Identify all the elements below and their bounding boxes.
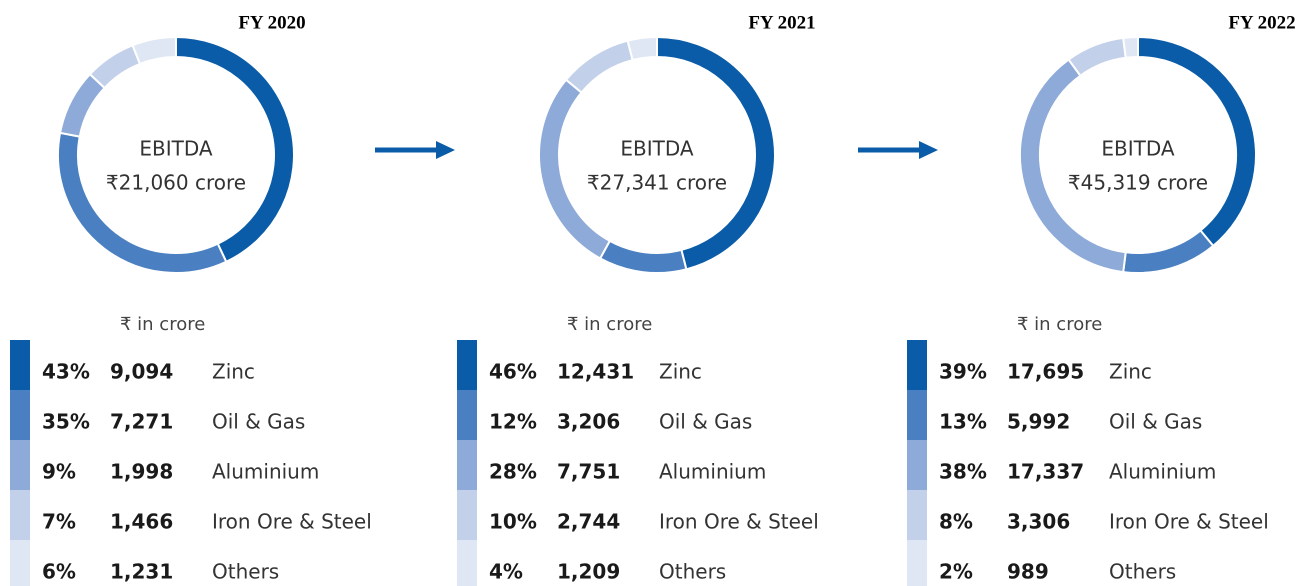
unit-label: ₹ in crore (1017, 314, 1102, 335)
value-label: 38% (939, 460, 987, 484)
legend-swatch (907, 440, 927, 490)
legend-swatch (457, 490, 477, 540)
amount: 7,271 (110, 410, 173, 434)
legend-label: Zinc (212, 360, 255, 384)
donut-segment (564, 39, 634, 94)
center-label: EBITDA (1101, 137, 1175, 161)
legend-swatch (457, 440, 477, 490)
amount: 3,206 (557, 410, 620, 434)
legend-swatch (457, 390, 477, 440)
legend-swatch (10, 540, 30, 586)
value-label: 9% (42, 460, 76, 484)
donut-segment (58, 72, 106, 138)
legend-swatch (907, 390, 927, 440)
value-label: 12% (489, 410, 537, 434)
legend-swatch (457, 340, 477, 390)
arrow (375, 141, 455, 159)
legend-swatch (10, 340, 30, 390)
value-label: 10% (489, 510, 537, 534)
legend-label: Aluminium (659, 460, 766, 484)
amount: 5,992 (1007, 410, 1070, 434)
donut-segment (88, 43, 142, 90)
value-label: 35% (42, 410, 90, 434)
amount: 1,231 (110, 560, 173, 584)
center-value: ₹21,060 crore (106, 171, 246, 195)
donut-segment (1019, 58, 1127, 274)
legend-label: Zinc (659, 360, 702, 384)
amount: 2,744 (557, 510, 620, 534)
legend-label: Others (1109, 560, 1176, 584)
legend-swatch (907, 540, 927, 586)
legend-label: Oil & Gas (659, 410, 752, 434)
legend-label: Iron Ore & Steel (659, 510, 819, 534)
amount: 989 (1007, 560, 1049, 584)
chart-title: FY 2022 (1228, 12, 1295, 33)
unit-label: ₹ in crore (120, 314, 205, 335)
donut-segment (1122, 35, 1139, 59)
amount: 12,431 (557, 360, 634, 384)
donut-segment (131, 35, 177, 66)
value-label: 46% (489, 360, 537, 384)
donut-segment (1067, 36, 1127, 78)
center-label: EBITDA (620, 137, 694, 161)
value-label: 2% (939, 560, 973, 584)
value-label: 13% (939, 410, 987, 434)
donut-segment (626, 35, 658, 62)
center-label: EBITDA (139, 137, 213, 161)
value-label: 6% (42, 560, 76, 584)
chart-title: FY 2021 (748, 12, 815, 33)
amount: 1,466 (110, 510, 173, 534)
legend-label: Oil & Gas (212, 410, 305, 434)
donut-segment (538, 78, 612, 260)
value-label: 39% (939, 360, 987, 384)
amount: 3,306 (1007, 510, 1070, 534)
value-label: 4% (489, 560, 523, 584)
donut-segment (598, 239, 688, 274)
value-label: 43% (42, 360, 90, 384)
center-value: ₹27,341 crore (587, 171, 727, 195)
arrow (858, 141, 938, 159)
value-label: 28% (489, 460, 537, 484)
chart-title: FY 2020 (238, 12, 305, 33)
unit-label: ₹ in crore (567, 314, 652, 335)
legend-label: Oil & Gas (1109, 410, 1202, 434)
amount: 1,998 (110, 460, 173, 484)
legend-label: Aluminium (1109, 460, 1216, 484)
legend-swatch (10, 440, 30, 490)
legend-swatch (907, 490, 927, 540)
legend-label: Aluminium (212, 460, 319, 484)
legend-label: Others (212, 560, 279, 584)
legend-swatch (10, 390, 30, 440)
legend-swatch (457, 540, 477, 586)
value-label: 8% (939, 510, 973, 534)
amount: 7,751 (557, 460, 620, 484)
legend-label: Iron Ore & Steel (1109, 510, 1269, 534)
amount: 9,094 (110, 360, 173, 384)
center-value: ₹45,319 crore (1068, 171, 1208, 195)
amount: 17,337 (1007, 460, 1084, 484)
donut-segment (1122, 229, 1215, 274)
value-label: 7% (42, 510, 76, 534)
amount: 17,695 (1007, 360, 1084, 384)
amount: 1,209 (557, 560, 620, 584)
legend-swatch (907, 340, 927, 390)
legend-label: Zinc (1109, 360, 1152, 384)
legend-label: Iron Ore & Steel (212, 510, 372, 534)
legend-swatch (10, 490, 30, 540)
legend-label: Others (659, 560, 726, 584)
